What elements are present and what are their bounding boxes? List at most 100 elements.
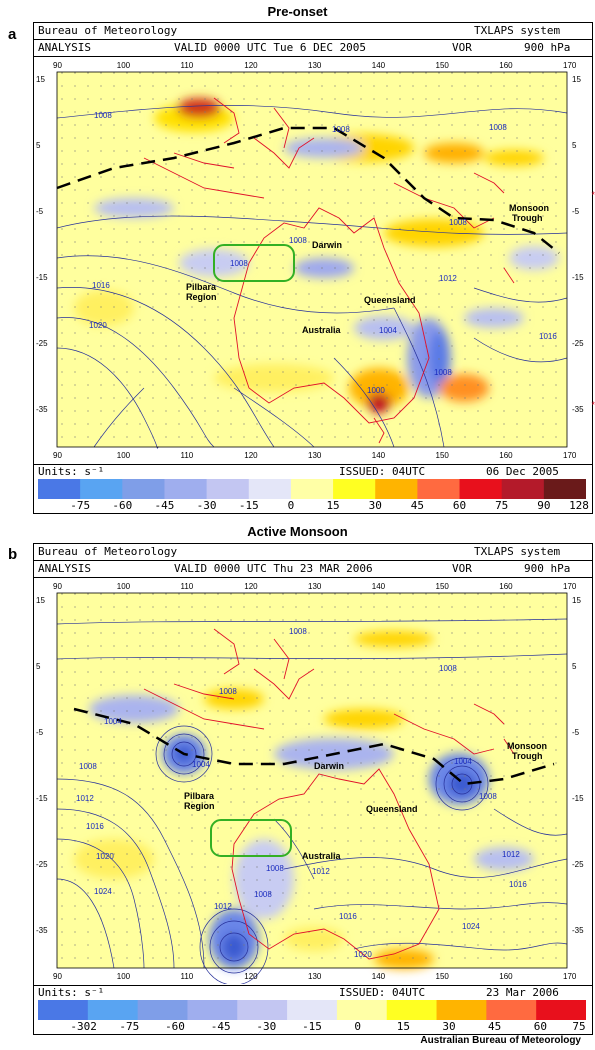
colorbar-swatch — [137, 1000, 188, 1020]
isobar-lines — [56, 105, 568, 449]
panel-a-map: 1008 1008 1008 1008 1008 1016 1020 1012 … — [36, 61, 584, 460]
isobar-label: 1020 — [96, 852, 114, 861]
latitude-tick-label: -5 — [572, 728, 580, 737]
colorbar-swatch — [206, 479, 250, 499]
colorbar-swatch — [417, 479, 461, 499]
pilbara-label: Pilbara — [184, 791, 215, 801]
colorbar-tick-label: -60 — [112, 499, 133, 512]
longitude-tick-label: 140 — [372, 451, 386, 460]
colorbar-swatch — [336, 1000, 388, 1020]
isobar-label: 1008 — [230, 259, 248, 268]
colorbar-tick-label: 128 — [569, 499, 589, 512]
isobar-label: 1008 — [266, 864, 284, 873]
latitude-tick-label: 5 — [572, 662, 577, 671]
longitude-tick-label: 170 — [563, 972, 577, 981]
colorbar-swatch — [386, 1000, 438, 1020]
panel-a-frame: Bureau of Meteorology TXLAPS system ANAL… — [33, 22, 593, 514]
level-label: 900 hPa — [524, 562, 571, 575]
longitude-tick-label: 130 — [308, 582, 322, 591]
units-label: Units: s⁻¹ — [38, 986, 105, 999]
panel-a-header-row-2: ANALYSIS VALID 0000 UTC Tue 6 DEC 2005 V… — [34, 40, 592, 57]
longitude-tick-label: 120 — [244, 972, 258, 981]
trough-label: Trough — [512, 751, 543, 761]
panel-a-header-row-1: Bureau of Meteorology TXLAPS system — [34, 23, 592, 40]
colorbar-tick-label: 60 — [452, 499, 467, 512]
colorbar-swatch — [486, 1000, 537, 1020]
side-mark: * — [591, 190, 595, 200]
isobar-label: 1016 — [339, 912, 357, 921]
colorbar-swatch — [501, 479, 545, 499]
colorbar-tick-label: -75 — [70, 499, 91, 512]
pilbara-label: Pilbara — [186, 282, 217, 292]
colorbar-swatch — [375, 479, 418, 499]
longitude-tick-label: 150 — [436, 972, 450, 981]
longitude-tick-label: 160 — [499, 61, 513, 70]
isobar-label: 1008 — [289, 627, 307, 636]
longitude-tick-label: 130 — [308, 451, 322, 460]
longitude-tick-label: 90 — [53, 972, 62, 981]
colorbar-tick-label: 75 — [572, 1020, 586, 1033]
level-label: 900 hPa — [524, 41, 571, 54]
longitude-tick-label: 140 — [372, 582, 386, 591]
longitude-tick-label: 110 — [181, 61, 194, 70]
latitude-tick-label: -25 — [36, 860, 48, 869]
isobar-label: 1008 — [79, 762, 97, 771]
colorbar-tick-label: -60 — [165, 1020, 185, 1033]
latitude-tick-label: -5 — [572, 207, 580, 216]
longitude-tick-label: 120 — [244, 451, 258, 460]
longitude-tick-label: 160 — [499, 451, 513, 460]
colorbar-tick-label: -15 — [238, 499, 259, 512]
panel-b-header-row-1: Bureau of Meteorology TXLAPS system — [34, 544, 592, 561]
field-label: VOR — [452, 562, 472, 575]
colorbar-swatch — [237, 1000, 288, 1020]
darwin-label: Darwin — [312, 240, 342, 250]
colorbar-tick-label: 75 — [495, 499, 509, 512]
colorbar-swatch — [459, 479, 503, 499]
isobar-label: 1008 — [94, 111, 112, 120]
issued-label: ISSUED: 04UTC — [339, 465, 426, 478]
longitude-tick-label: 150 — [436, 582, 450, 591]
latitude-tick-label: -25 — [572, 860, 584, 869]
longitude-tick-label: 100 — [117, 61, 131, 70]
region-label: Region — [184, 801, 215, 811]
colorbar-swatch — [187, 1000, 238, 1020]
longitude-tick-label: 130 — [308, 61, 322, 70]
isobar-label: 1024 — [94, 887, 112, 896]
units-label: Units: s⁻¹ — [38, 465, 105, 478]
longitude-tick-label: 110 — [181, 972, 194, 981]
monsoon-trough-line — [73, 707, 555, 786]
isobar-label: 1020 — [354, 950, 372, 959]
longitude-tick-label: 110 — [181, 451, 194, 460]
longitude-tick-label: 110 — [181, 582, 194, 591]
panel-b-title: Active Monsoon — [247, 524, 348, 539]
isobar-label: 1016 — [86, 822, 104, 831]
monsoon-label: Monsoon — [507, 741, 547, 751]
latitude-tick-label: -15 — [36, 794, 48, 803]
isobar-label: 1012 — [439, 274, 457, 283]
australia-label: Australia — [302, 325, 342, 335]
isobar-label: 1012 — [214, 902, 232, 911]
colorbar-tick-label: -30 — [196, 499, 217, 512]
latitude-tick-label: -15 — [572, 794, 584, 803]
colorbar-tick-label: 15 — [326, 499, 340, 512]
isobar-label: 1012 — [502, 850, 520, 859]
latitude-tick-label: -25 — [36, 339, 48, 348]
isobar-label: 1008 — [479, 792, 497, 801]
longitude-tick-label: 150 — [436, 451, 450, 460]
panel-a-colorbar-header: Units: s⁻¹ ISSUED: 04UTC 06 Dec 2005 — [34, 464, 592, 479]
colorbar-tick-label: 45 — [410, 499, 424, 512]
panel-b-letter: b — [8, 546, 18, 563]
colorbar-swatch — [38, 479, 81, 499]
colorbar-swatch — [333, 479, 376, 499]
monsoon-label: Monsoon — [509, 203, 549, 213]
colorbar-swatch — [290, 479, 334, 499]
isobar-label: 1008 — [289, 236, 307, 245]
longitude-tick-label: 150 — [436, 61, 450, 70]
isobar-label: 1008 — [434, 368, 452, 377]
panel-a-letter: a — [8, 26, 17, 43]
panel-b-header-row-2: ANALYSIS VALID 0000 UTC Thu 23 MAR 2006 … — [34, 561, 592, 578]
isobar-label: 1008 — [254, 890, 272, 899]
isobar-label: 1008 — [439, 664, 457, 673]
longitude-tick-label: 100 — [117, 582, 131, 591]
colorbar-swatch — [543, 479, 586, 499]
